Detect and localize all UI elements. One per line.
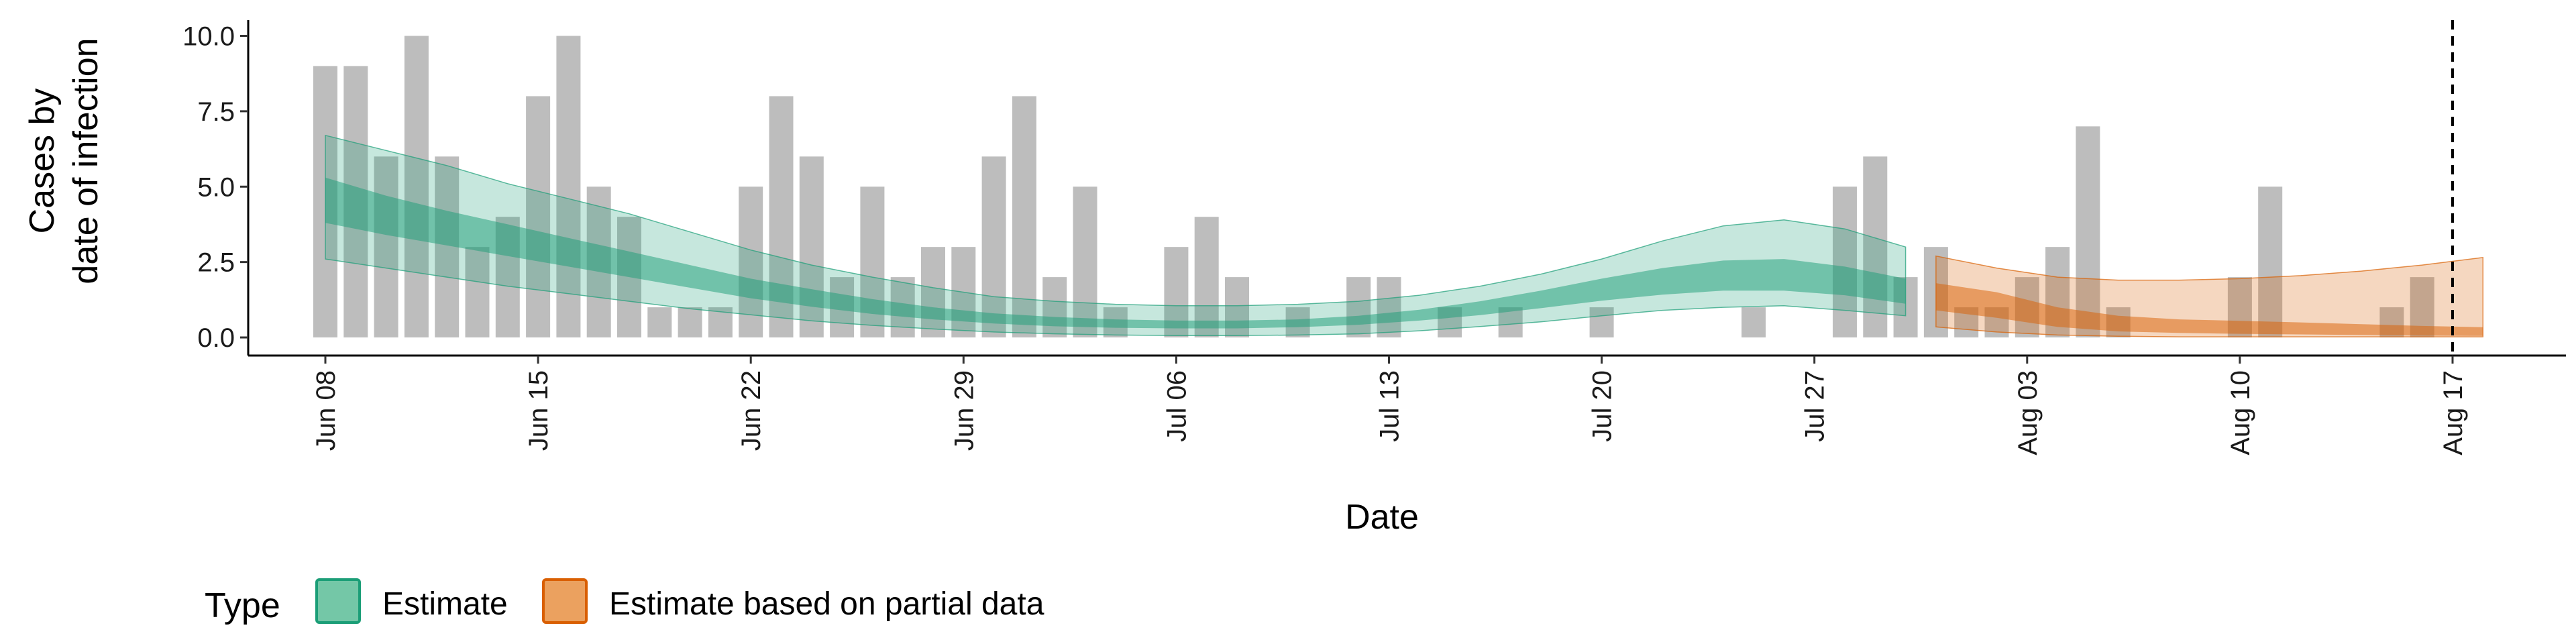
y-tick-label: 10.0 <box>182 21 235 51</box>
x-tick-label: Jun 29 <box>949 370 979 451</box>
case-bar <box>2258 186 2283 338</box>
case-bar <box>1377 277 1401 338</box>
legend-key-partial-data <box>542 578 588 624</box>
x-tick-label: Jul 20 <box>1588 370 1617 442</box>
y-tick-label: 2.5 <box>197 248 235 278</box>
legend-label: Estimate based on partial data <box>609 586 1044 622</box>
case-bar <box>739 186 763 338</box>
case-bar <box>921 247 945 338</box>
case-bar <box>1589 307 1614 338</box>
case-bar <box>435 156 460 338</box>
case-bar <box>374 156 398 338</box>
y-axis-title: Cases by date of infection <box>23 38 105 284</box>
case-bar <box>678 307 702 338</box>
bands-layer <box>325 134 2484 337</box>
x-tick-label: Jul 06 <box>1162 370 1191 442</box>
x-axis-title: Date <box>1345 498 1419 537</box>
estimate-based-on-partial-data-inner-band <box>1935 283 2483 336</box>
case-bar <box>1863 156 1888 338</box>
case-bar <box>2076 126 2100 338</box>
legend-title: Type <box>205 586 280 625</box>
legend-layer: Type Estimate Estimate based on partial da… <box>205 578 1044 625</box>
x-tick-label: Jul 13 <box>1375 370 1405 442</box>
x-tick-label: Aug 03 <box>2013 370 2043 455</box>
x-tick-label: Jul 27 <box>1801 370 1830 442</box>
x-tick-label: Jun 08 <box>311 370 341 451</box>
legend-label: Estimate <box>382 586 508 622</box>
legend-key-estimate <box>315 578 361 624</box>
case-bar <box>647 307 672 338</box>
axes-layer: 0.0 2.5 5.0 7.5 10.0 Jun 08 Jun 15 Jun 22 Jun 29… <box>23 20 2566 537</box>
y-axis-title-line: date of infection <box>66 38 105 284</box>
case-bar <box>1741 307 1766 338</box>
case-bar <box>981 156 1006 338</box>
y-tick-label: 5.0 <box>197 172 235 202</box>
x-tick-label: Aug 10 <box>2226 370 2255 455</box>
case-bar <box>526 96 551 338</box>
case-bar <box>556 36 581 338</box>
case-bar <box>404 36 429 338</box>
x-tick-label: Jun 15 <box>524 370 553 451</box>
y-tick-label: 7.5 <box>197 97 235 127</box>
y-tick-label: 0.0 <box>197 323 235 353</box>
case-bar <box>1012 96 1036 338</box>
estimate-inner-band <box>325 177 1906 329</box>
case-bar <box>1833 186 1857 338</box>
x-tick-label: Jun 22 <box>737 370 766 451</box>
case-bar <box>1194 217 1219 338</box>
case-bar <box>465 247 490 338</box>
y-axis-title-line: Cases by <box>23 89 62 234</box>
case-bar <box>1346 277 1371 338</box>
case-bar <box>1073 186 1097 338</box>
x-tick-label: Aug 17 <box>2438 370 2468 455</box>
case-bar <box>1042 277 1067 338</box>
